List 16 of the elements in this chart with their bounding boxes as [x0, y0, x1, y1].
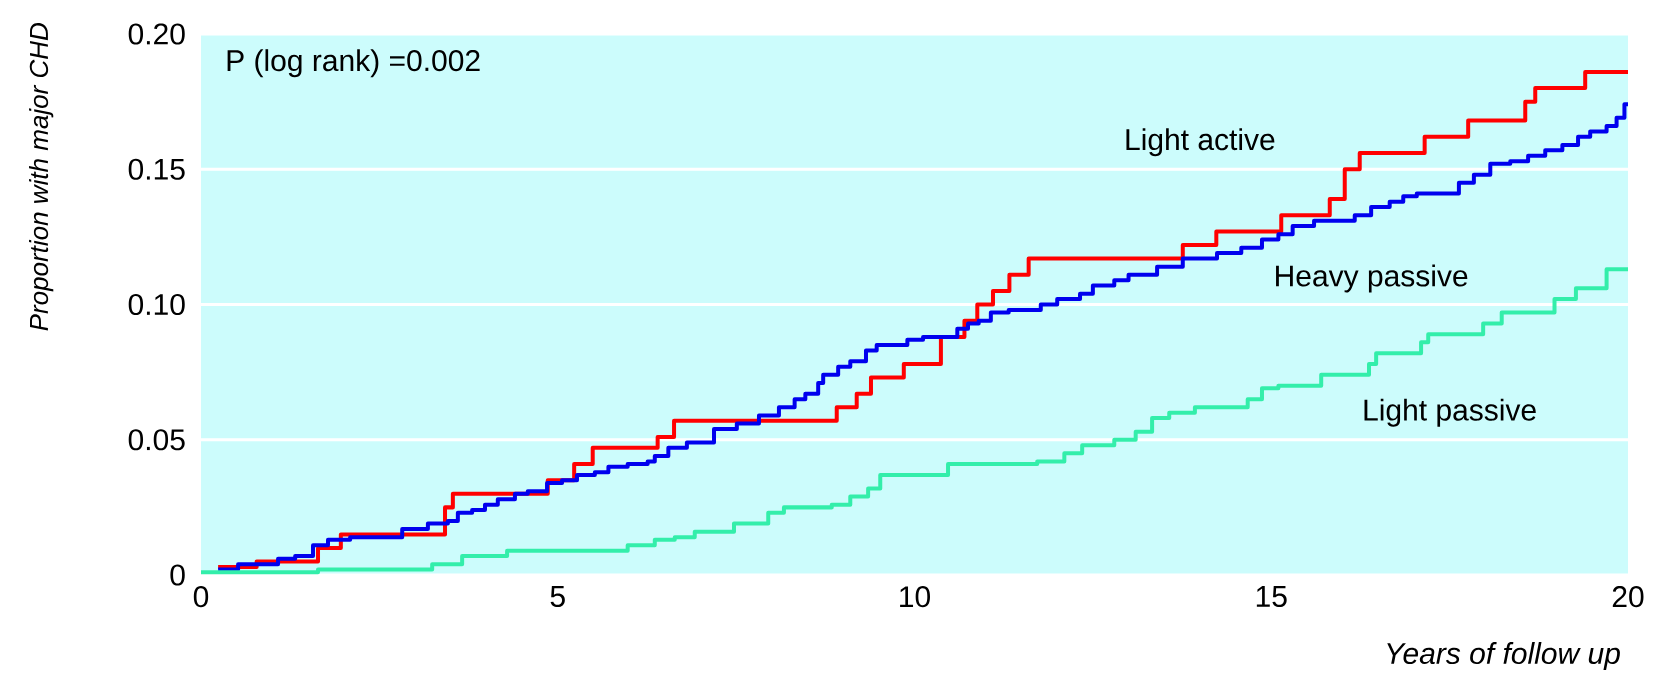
annotation: P (log rank) =0.002 [227, 49, 480, 78]
y-tick-label: 0.10 [128, 293, 185, 316]
series-label: Light passive [1364, 398, 1536, 427]
y-axis-title: Proportion with major CHD [29, 23, 54, 331]
x-axis-title: Years of follow up [1387, 642, 1620, 671]
y-tick-label: 0.05 [128, 429, 185, 451]
x-tick-label: 15 [1256, 586, 1287, 607]
series-label: Light active [1126, 128, 1275, 157]
y-tick-label: 0.15 [128, 158, 185, 180]
y-tick-label: 0.20 [128, 23, 185, 45]
x-tick-label: 20 [1612, 586, 1644, 608]
y-tick-label: 0 [170, 564, 185, 586]
x-tick-label: 0 [193, 586, 209, 608]
x-tick-label: 5 [550, 586, 565, 607]
x-tick-label: 10 [900, 586, 930, 608]
series-label: Heavy passive [1276, 264, 1468, 293]
